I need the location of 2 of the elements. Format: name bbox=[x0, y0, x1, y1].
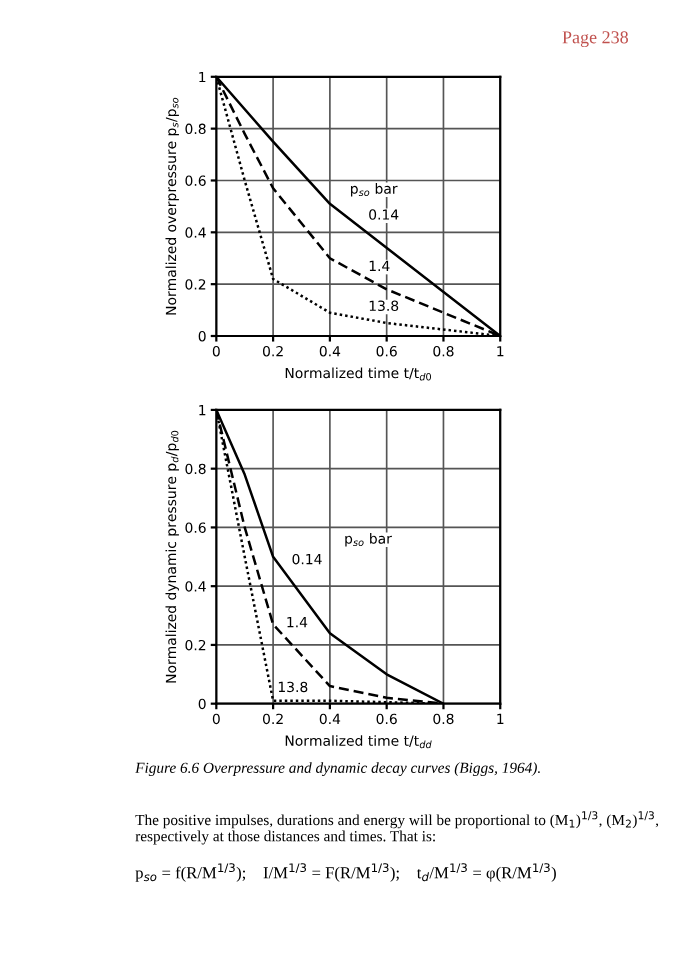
text: Page 238 bbox=[562, 31, 628, 48]
text: p$_{so}$ = f(R/M$^{1/3}$); I/M$^{1/3}$ = F(R/M$^{1/3}$); t$_{d}$/M$^{1/3}$ = φ(R/M$^{1/3}$) bbox=[135, 863, 556, 882]
